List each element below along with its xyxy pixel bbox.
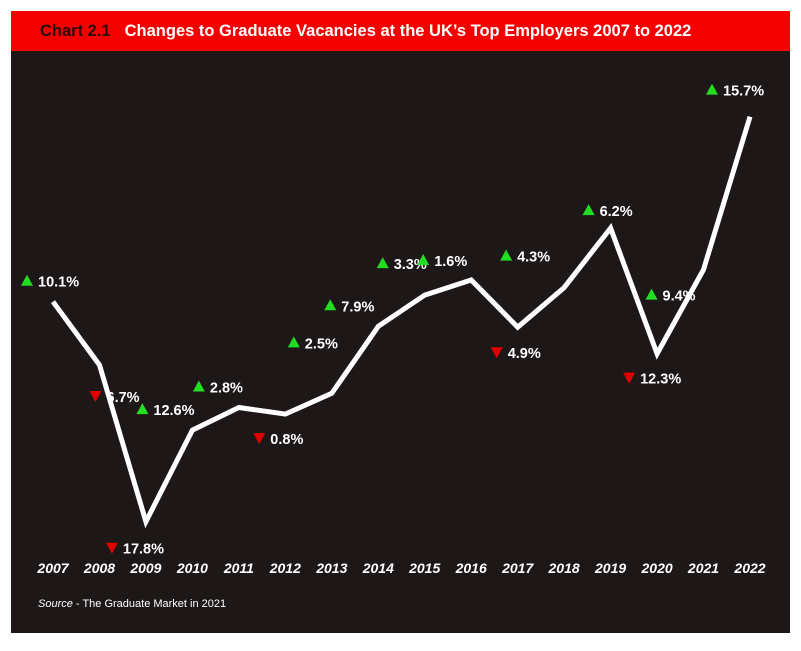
- down-arrow-icon: [490, 347, 503, 359]
- x-tick-label: 2021: [687, 560, 719, 576]
- source-label: Source: [38, 598, 73, 610]
- x-tick-label: 2017: [501, 560, 534, 576]
- down-arrow-icon: [89, 390, 102, 402]
- up-arrow-icon: [706, 83, 718, 95]
- x-tick-label: 2014: [362, 560, 394, 576]
- up-arrow-icon: [136, 403, 149, 415]
- x-tick-label: 2022: [733, 560, 765, 576]
- source-note: Source - The Graduate Market in 2021: [38, 598, 226, 610]
- chart-header: Chart 2.1 Changes to Graduate Vacancies …: [11, 11, 790, 51]
- data-label: 2.5%: [305, 336, 338, 352]
- chart-number: Chart 2.1: [40, 21, 111, 40]
- data-label: 4.9%: [508, 346, 541, 362]
- x-tick-label: 2008: [83, 560, 115, 576]
- data-label: 9.4%: [663, 289, 696, 305]
- data-label: 1.6%: [434, 254, 467, 270]
- data-label: 6.2%: [600, 204, 633, 220]
- data-label: 10.1%: [38, 275, 79, 291]
- up-arrow-icon: [582, 204, 595, 216]
- x-tick-label: 2015: [408, 560, 440, 576]
- source-separator: -: [72, 598, 83, 610]
- down-arrow-icon: [623, 372, 636, 384]
- source-text: The Graduate Market in 2021: [82, 598, 227, 610]
- data-label: 4.3%: [517, 250, 550, 266]
- x-tick-label: 2010: [176, 560, 208, 576]
- chart-panel: 2007 2008 2009 2010 2011 2012 2013 2014 2015 2016…: [11, 51, 790, 633]
- data-label: 17.8%: [123, 542, 164, 558]
- series-line: [50, 115, 753, 529]
- down-arrow-icon: [253, 433, 266, 445]
- x-tick-label: 2016: [455, 560, 487, 576]
- up-arrow-icon: [376, 257, 389, 269]
- x-tick-label: 2020: [641, 560, 673, 576]
- data-label: 15.7%: [723, 84, 764, 100]
- up-arrow-icon: [192, 380, 205, 392]
- up-arrow-icon: [500, 249, 513, 261]
- data-label: 2.8%: [210, 381, 243, 397]
- data-label: 12.6%: [153, 403, 194, 419]
- up-arrow-icon: [417, 254, 430, 266]
- x-tick-label: 2012: [269, 560, 301, 576]
- x-tick-label: 2007: [36, 560, 69, 576]
- x-tick-label: 2009: [129, 560, 161, 576]
- data-label: 6.7%: [107, 390, 140, 406]
- data-label: 7.9%: [341, 299, 374, 315]
- down-arrow-icon: [105, 542, 118, 554]
- chart-title: Changes to Graduate Vacancies at the UK’…: [124, 21, 692, 40]
- up-arrow-icon: [645, 288, 658, 300]
- data-label: 12.3%: [640, 372, 681, 388]
- x-tick-label: 2011: [223, 560, 254, 576]
- up-arrow-icon: [324, 299, 337, 311]
- up-arrow-icon: [287, 336, 300, 348]
- data-label: 0.8%: [270, 432, 303, 448]
- x-tick-label: 2018: [548, 560, 580, 576]
- data-label: 3.3%: [394, 257, 427, 273]
- up-arrow-icon: [21, 274, 33, 286]
- line-chart: 2007 2008 2009 2010 2011 2012 2013 2014 2015 2016…: [21, 83, 766, 576]
- x-tick-label: 2019: [594, 560, 626, 576]
- x-tick-label: 2013: [315, 560, 347, 576]
